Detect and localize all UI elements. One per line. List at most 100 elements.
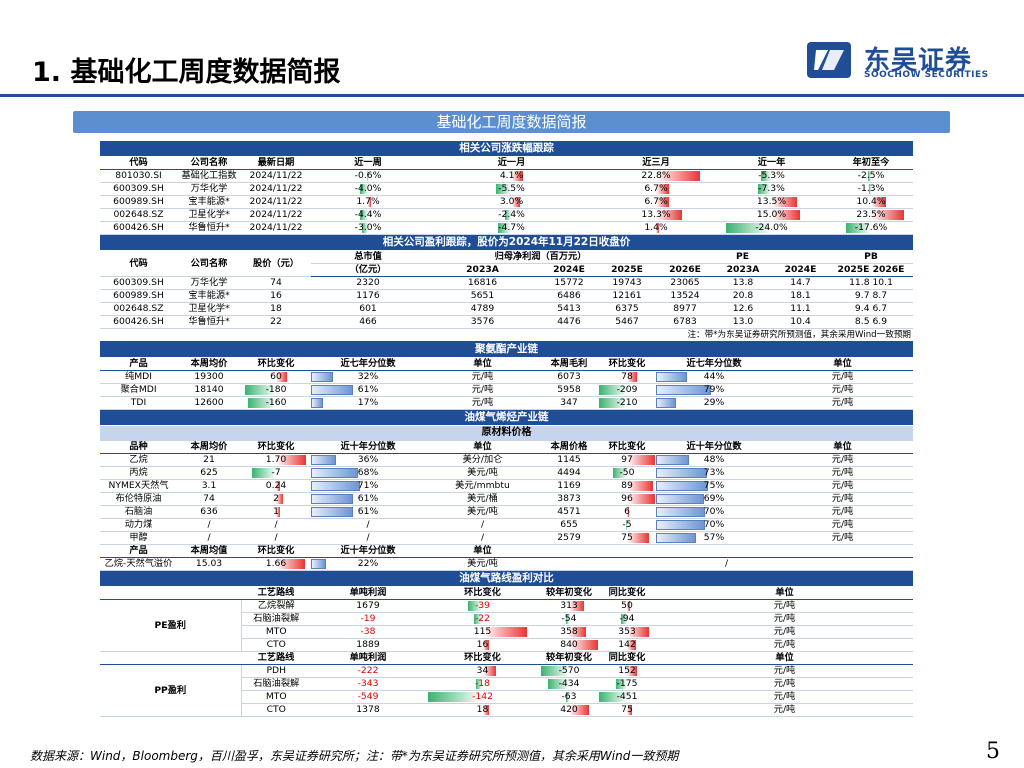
table-cell: 基础化工指数 xyxy=(177,169,241,183)
data-bar xyxy=(548,679,569,689)
data-bar xyxy=(627,640,636,650)
cell-text: -175 xyxy=(616,678,638,689)
cell-text: 近一月 xyxy=(497,157,526,168)
table-row: 纯MDI 19300 60 32% 元/吨 6073 78 44% 元/吨 xyxy=(100,370,914,384)
data-table-wrapper: 相关公司涨跌幅跟踪 代码 公司名称 最新日期 近一周 近一月 近三月 近一年 年初至今 80103… xyxy=(100,141,914,717)
cell-text: MTO xyxy=(265,691,287,702)
data-bar xyxy=(656,372,687,382)
table-row: 原材料价格 xyxy=(100,425,914,441)
column-header: 单位 xyxy=(656,651,914,665)
cell-text: -19 xyxy=(360,613,376,624)
data-bar xyxy=(627,372,638,382)
data-bar xyxy=(569,705,590,715)
table-cell: 5467 xyxy=(598,315,656,329)
cell-text: 元/吨 xyxy=(773,665,796,676)
cell-text: 丙烷 xyxy=(129,467,148,478)
table-cell: 16 xyxy=(241,289,311,303)
table-cell xyxy=(100,651,241,665)
table-cell: 9.7 8.7 xyxy=(829,289,914,303)
data-bar xyxy=(871,210,904,220)
cell-text: 较年初变化 xyxy=(546,652,592,663)
table-cell: 元/吨 xyxy=(772,396,914,410)
cell-text: 2023A xyxy=(466,264,499,275)
cell-text: 相关公司盈利跟踪，股价为2024年11月22日收盘价 xyxy=(382,236,631,248)
cell-text: 近十年分位数 xyxy=(340,441,396,452)
cell-text: 12600 xyxy=(194,397,224,408)
table-row: 工艺路线 单吨利润 环比变化 较年初变化 同比变化 单位 xyxy=(100,586,914,600)
cell-text: 环比变化 xyxy=(257,358,295,369)
table-cell: -222 xyxy=(311,664,425,678)
table-cell: 6486 xyxy=(540,289,598,303)
table-cell: 61% xyxy=(311,492,425,506)
data-bar xyxy=(771,197,798,207)
cell-text: 布伦特原油 xyxy=(115,493,162,504)
column-header: 单位 xyxy=(425,357,540,371)
cell-text: 5413 xyxy=(557,303,581,314)
cell-text: 近一周 xyxy=(354,157,382,168)
data-bar xyxy=(541,666,569,676)
table-cell: -5.5% xyxy=(425,182,598,196)
cell-text: -434 xyxy=(558,678,580,689)
table-cell: -570 xyxy=(540,664,598,678)
cell-text: 347 xyxy=(560,397,578,408)
cell-text: -5 xyxy=(622,519,632,530)
cell-text: NYMEX天然气 xyxy=(108,480,169,491)
cell-text: 69% xyxy=(703,493,725,504)
table-cell: -142 xyxy=(425,690,540,704)
data-bar xyxy=(366,171,368,181)
data-bar xyxy=(656,481,709,491)
data-bar xyxy=(276,494,283,504)
cell-text: 环比变化 xyxy=(608,358,646,369)
column-header: 单吨利润 xyxy=(311,651,425,665)
table-row: 代码 公司名称 股价（元） 总市值 归母净利润（百万元） PE PB xyxy=(100,250,914,277)
data-bar xyxy=(311,385,353,395)
table-row: 聚氨酯产业链 xyxy=(100,341,914,358)
data-bar xyxy=(599,398,627,408)
table-cell: NYMEX天然气 xyxy=(100,479,177,493)
table-cell: 70% xyxy=(656,518,772,532)
table-cell: 6.7% xyxy=(598,182,714,196)
table-cell: -210 xyxy=(598,396,656,410)
cell-text: 29% xyxy=(703,397,725,408)
table-cell: 石脑油裂解 xyxy=(241,677,311,691)
data-bar xyxy=(482,640,489,650)
cell-text: 6.7% xyxy=(644,196,668,207)
column-header: 同比变化 xyxy=(598,651,656,665)
cell-text: 注：带*为东吴证券研究所预测值，其余采用Wind一致预期 xyxy=(687,330,912,340)
cell-text: -7 xyxy=(271,467,281,478)
table-cell: -4.0% xyxy=(311,182,425,196)
cell-text: 1378 xyxy=(356,704,380,715)
cell-text: -1.3% xyxy=(857,183,885,194)
table-cell: 3873 xyxy=(540,492,598,506)
cell-text: 本周均价 xyxy=(190,358,228,369)
cell-text: -2.5% xyxy=(857,170,885,181)
cell-text: 乙烷 xyxy=(129,454,148,465)
table-cell: 313 xyxy=(540,599,598,613)
cell-text: 4789 xyxy=(470,303,495,314)
cell-text: 655 xyxy=(560,519,578,530)
cell-text: -22 xyxy=(474,613,490,624)
data-bar xyxy=(248,398,276,408)
cell-text: CTO xyxy=(266,639,286,650)
table-cell: 12161 xyxy=(598,289,656,303)
column-header: 环比变化 xyxy=(241,440,311,454)
data-bar xyxy=(311,468,358,478)
cell-text: 48% xyxy=(703,454,725,465)
table-cell: 2579 xyxy=(540,531,598,545)
data-bar xyxy=(311,559,327,569)
cell-text: 89 xyxy=(621,480,633,491)
cell-text: 单吨利润 xyxy=(349,652,387,663)
table-cell: -7.3% xyxy=(714,182,829,196)
column-header: 单位 xyxy=(772,440,914,454)
cell-text: 近七年分位数 xyxy=(340,358,396,369)
table-cell: 乙烷-天然气溢价 xyxy=(100,557,177,571)
cell-text: -5.3% xyxy=(758,170,785,181)
table-cell: 68% xyxy=(311,466,425,480)
table-cell: 丙烷 xyxy=(100,466,177,480)
table-cell: 347 xyxy=(540,396,598,410)
column-header: 本周毛利 xyxy=(540,357,598,371)
data-bar xyxy=(656,494,705,504)
table-row: 相关公司涨跌幅跟踪 xyxy=(100,141,914,157)
table-cell: CTO xyxy=(241,703,311,717)
cell-text: 36% xyxy=(357,454,379,465)
